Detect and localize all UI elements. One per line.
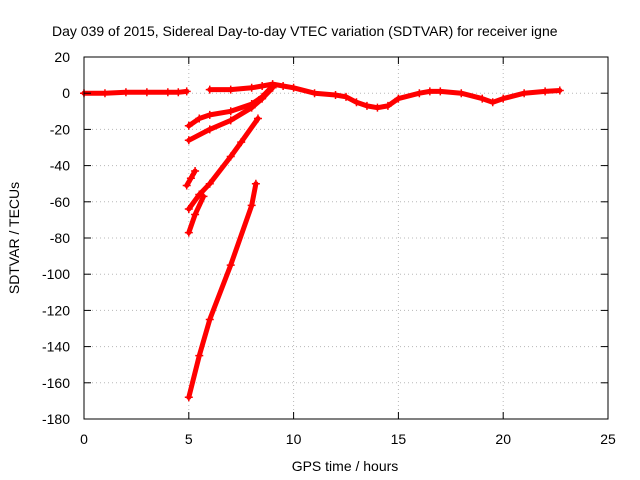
y-tick-label: -100 (42, 266, 70, 282)
data-point (184, 393, 193, 402)
series-line (186, 85, 276, 143)
data-point (383, 101, 392, 110)
data-point (199, 192, 208, 201)
data-point (195, 114, 204, 123)
series-track-f (184, 179, 260, 402)
data-point (253, 114, 262, 123)
data-point (174, 88, 183, 97)
x-tick-label: 5 (185, 431, 193, 447)
data-series (80, 80, 564, 402)
data-point (142, 88, 151, 97)
y-tick-label: -40 (50, 158, 70, 174)
data-point (205, 85, 214, 94)
data-point (100, 89, 109, 98)
x-tick-label: 25 (600, 431, 616, 447)
data-point (541, 87, 550, 96)
data-point (163, 88, 172, 97)
y-tick-label: -120 (42, 302, 70, 318)
series-line (186, 116, 261, 212)
data-point (258, 94, 267, 103)
data-point (184, 136, 193, 145)
y-tick-label: 20 (54, 49, 70, 65)
data-point (394, 94, 403, 103)
data-point (247, 103, 256, 112)
x-tick-label: 10 (286, 431, 302, 447)
data-point (205, 125, 214, 134)
data-point (226, 85, 235, 94)
grid (83, 56, 609, 420)
data-point (362, 101, 371, 110)
data-point (205, 110, 214, 119)
data-point (352, 98, 361, 107)
data-point (184, 228, 193, 237)
data-point (499, 94, 508, 103)
chart-title: Day 039 of 2015, Sidereal Day-to-day VTE… (52, 23, 558, 39)
data-point (247, 83, 256, 92)
data-point (258, 81, 267, 90)
data-point (247, 201, 256, 210)
x-axis-label: GPS time / hours (292, 458, 399, 474)
data-point (342, 92, 350, 101)
data-point (226, 152, 235, 161)
data-point (425, 87, 434, 96)
series-track-d (184, 192, 208, 237)
data-point (191, 210, 200, 219)
data-point (331, 91, 340, 100)
data-point (268, 83, 277, 92)
data-point (226, 107, 235, 116)
x-tick-label: 0 (80, 431, 88, 447)
x-tick-label: 20 (495, 431, 511, 447)
y-tick-label: 0 (62, 85, 70, 101)
series-baseline-early (80, 87, 191, 98)
data-point (205, 179, 214, 188)
data-point (182, 87, 191, 96)
series-track-c (184, 114, 262, 214)
data-point (121, 88, 130, 97)
y-tick-label: -160 (42, 375, 70, 391)
data-point (184, 121, 193, 130)
data-point (191, 167, 200, 176)
axis-ticks: 20 0 -20 -40 -60 -80 -100 -120 -140 -160 -180 0 5 10 1… (42, 49, 616, 447)
data-point (310, 89, 319, 98)
y-tick-label: -60 (50, 194, 70, 210)
data-point (415, 89, 424, 98)
data-point (279, 81, 288, 90)
data-point (237, 138, 246, 147)
data-point (478, 94, 487, 103)
series-track-b (184, 83, 277, 145)
data-point (457, 89, 466, 98)
series-track-e (182, 167, 200, 190)
data-point (373, 103, 382, 112)
data-point (555, 86, 564, 95)
data-point (251, 179, 260, 188)
data-point (205, 315, 214, 324)
y-tick-label: -180 (42, 411, 70, 427)
data-point (195, 351, 204, 360)
data-point (226, 116, 235, 125)
y-tick-label: -20 (50, 121, 70, 137)
y-axis-label: SDTVAR / TECUs (6, 182, 22, 294)
y-tick-label: -80 (50, 230, 70, 246)
data-point (520, 89, 529, 98)
data-point (289, 83, 298, 92)
data-point (488, 98, 497, 107)
data-point (186, 174, 195, 183)
y-tick-label: -140 (42, 339, 70, 355)
data-point (226, 261, 235, 270)
data-point (436, 87, 445, 96)
x-tick-label: 15 (391, 431, 407, 447)
data-point (184, 205, 193, 214)
data-point (182, 181, 191, 190)
